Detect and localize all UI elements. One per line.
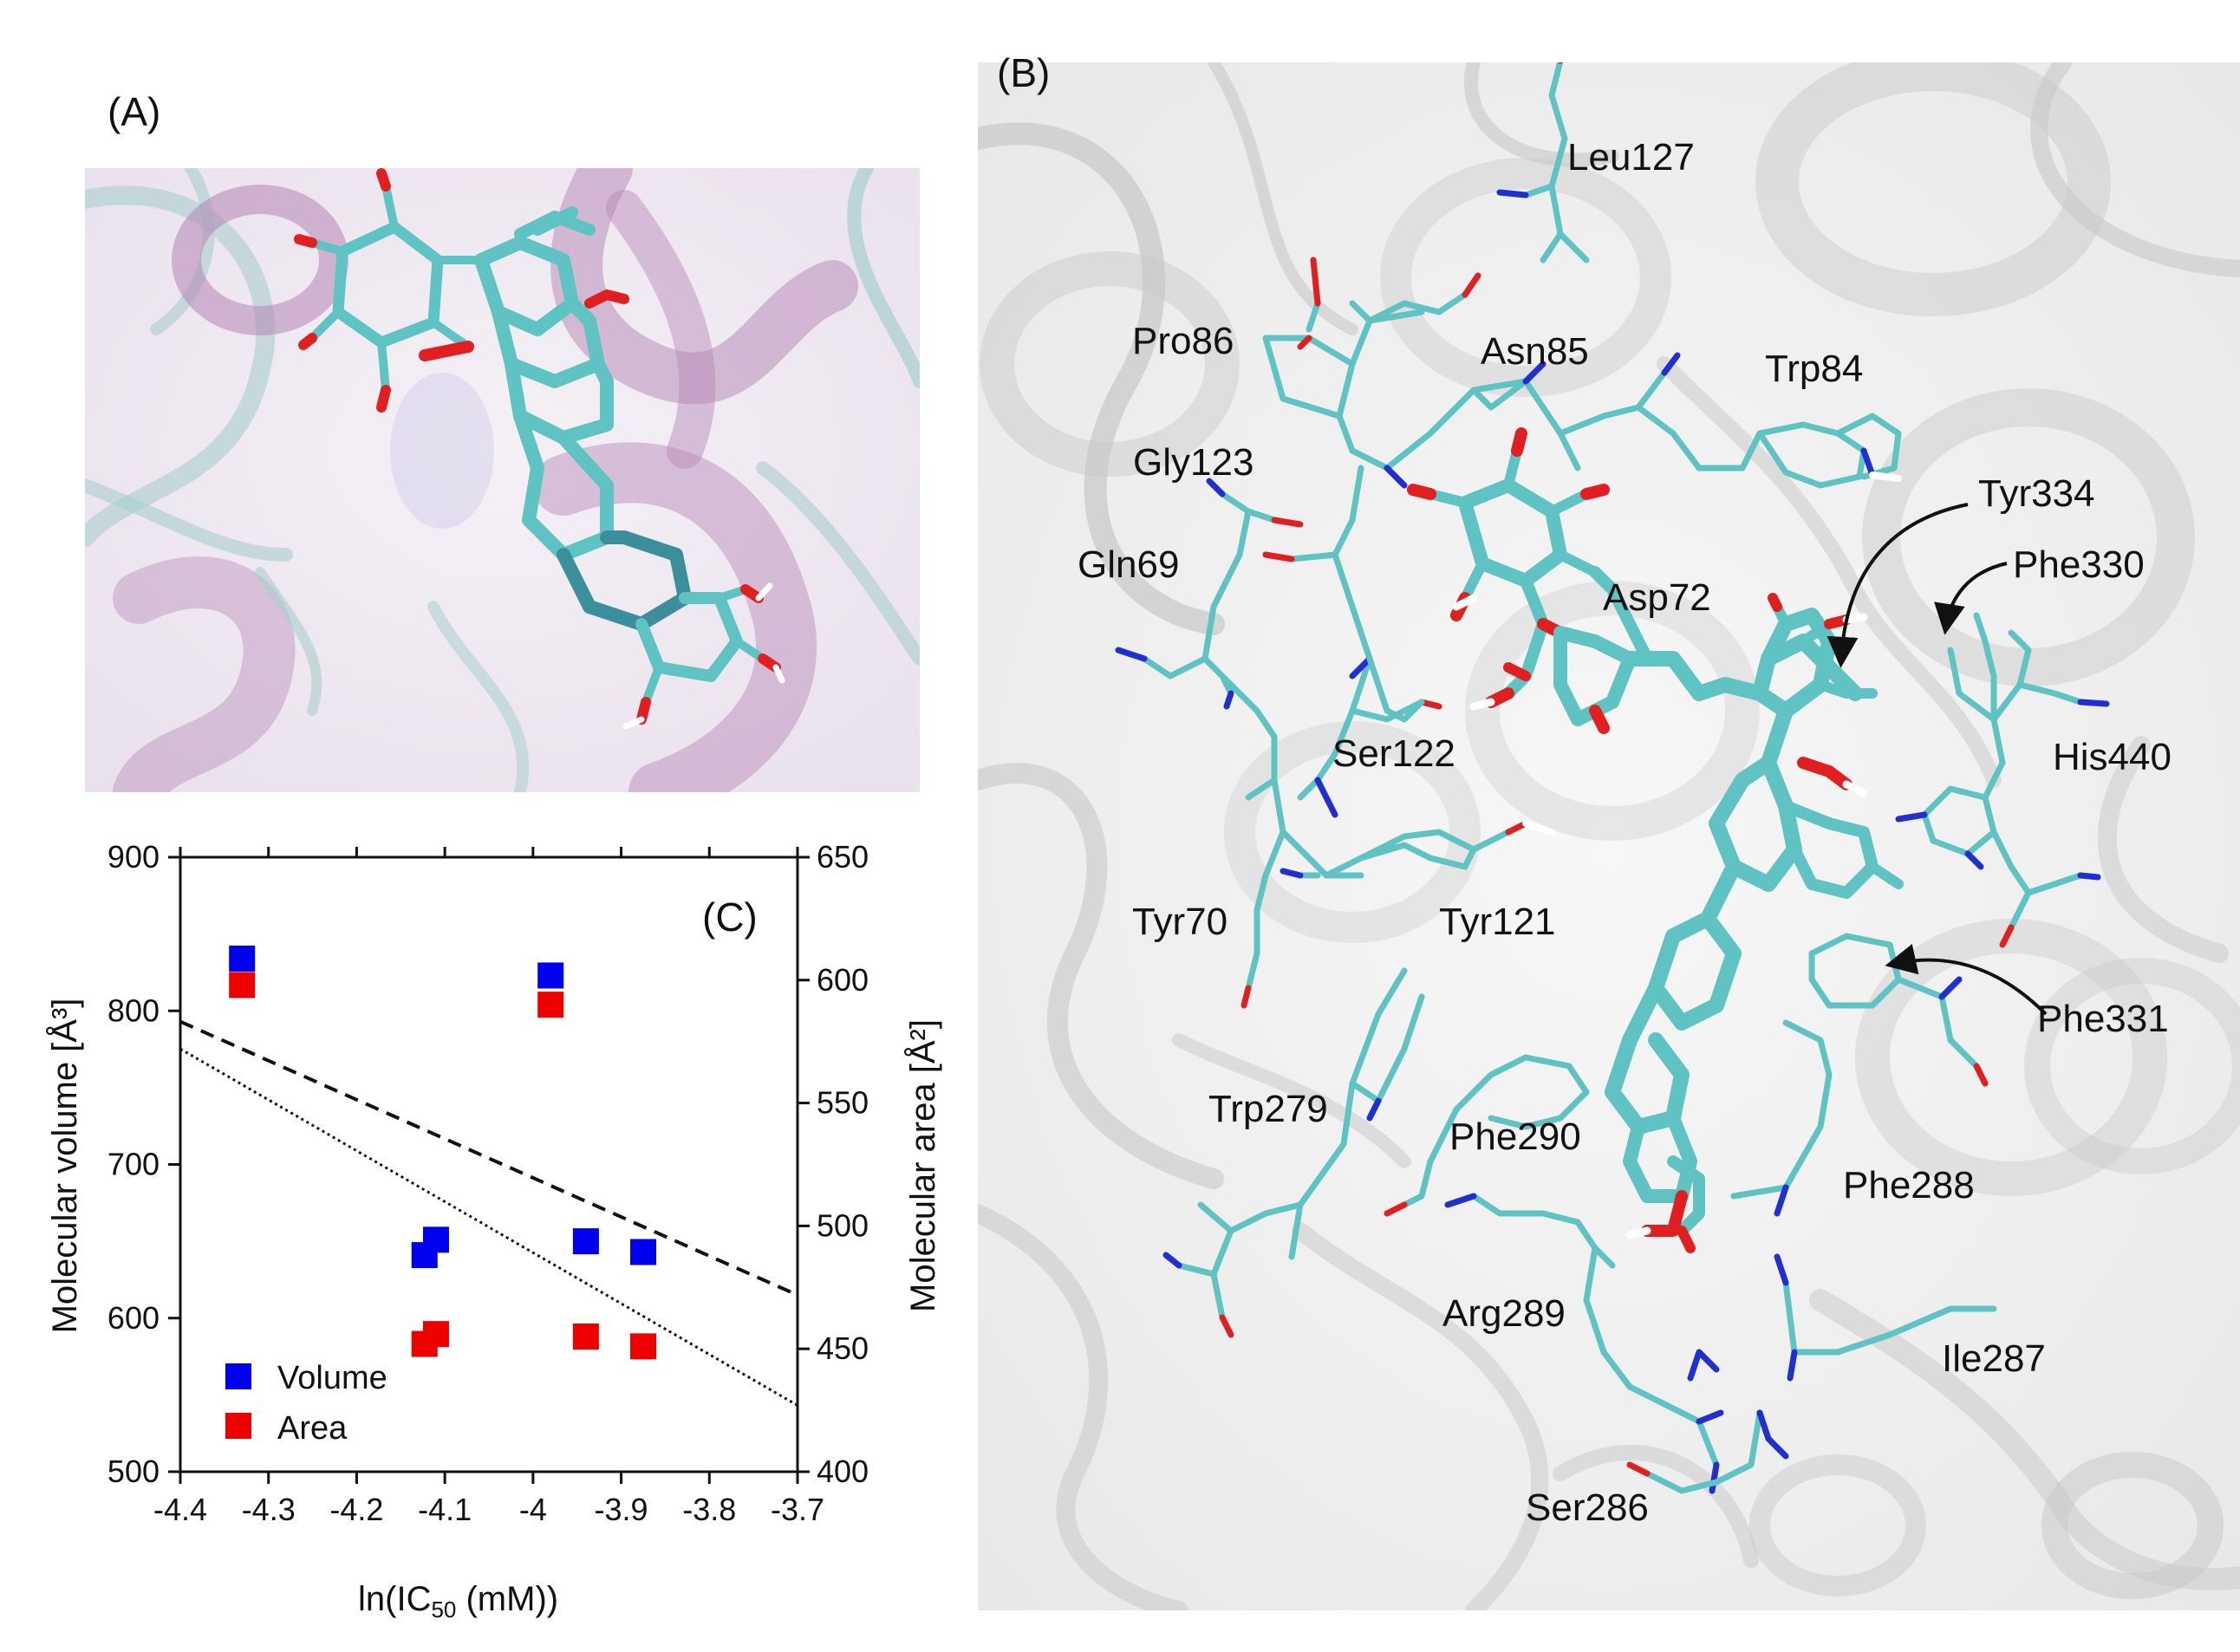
residue-label-gln69: Gln69 bbox=[1078, 543, 1179, 586]
x-axis-title-main: ln(IC bbox=[358, 1580, 431, 1618]
legend-swatch-volume bbox=[225, 1363, 251, 1389]
y-tick-label-left: 900 bbox=[107, 839, 160, 875]
x-axis-title-tail: (mM)) bbox=[456, 1580, 558, 1618]
residue-label-phe330: Phe330 bbox=[2013, 543, 2145, 586]
legend-swatch-area bbox=[225, 1413, 251, 1439]
x-tick-label: -4.1 bbox=[418, 1492, 472, 1527]
panel-b-background bbox=[978, 62, 2240, 1610]
residue-label-asp72: Asp72 bbox=[1603, 576, 1711, 619]
x-axis-title-subscript: 50 bbox=[431, 1597, 456, 1623]
panel-b-residues bbox=[1115, 62, 2110, 1494]
x-tick-label: -4 bbox=[519, 1492, 547, 1527]
residue-label-asn85: Asn85 bbox=[1481, 330, 1589, 373]
data-point-area bbox=[572, 1324, 599, 1350]
data-point-volume bbox=[572, 1228, 599, 1255]
arrow-phe331 bbox=[1885, 944, 2048, 1016]
x-tick-label: -3.9 bbox=[595, 1492, 648, 1527]
panel-b-ribbons bbox=[978, 62, 2240, 1610]
x-tick-label: -3.7 bbox=[771, 1492, 824, 1527]
residue-label-trp279: Trp279 bbox=[1208, 1088, 1328, 1130]
y-tick-label-right: 450 bbox=[817, 1330, 869, 1366]
residue-label-phe331: Phe331 bbox=[2037, 998, 2169, 1040]
trend-line-volume bbox=[179, 1019, 798, 1297]
x-tick-label: -3.8 bbox=[682, 1492, 736, 1527]
chart-marks: -4.4 -4.3 -4.2 -4.1 -4 -3.9 -3.8 -3.7 500 600 700 8… bbox=[107, 839, 869, 1527]
data-point-volume bbox=[229, 945, 256, 972]
x-tick-label: -4.2 bbox=[329, 1492, 383, 1527]
residue-label-gly123: Gly123 bbox=[1133, 441, 1253, 484]
y-tick-label-right: 500 bbox=[817, 1207, 869, 1243]
residue-label-tyr70: Tyr70 bbox=[1132, 901, 1227, 943]
residue-label-ser286: Ser286 bbox=[1526, 1486, 1649, 1529]
data-point-area bbox=[422, 1321, 449, 1348]
y-tick-label-left: 800 bbox=[107, 992, 160, 1028]
x-tick-label: -4.3 bbox=[242, 1492, 296, 1527]
y-axis-title-right: Molecular area [Å²] bbox=[903, 1019, 942, 1312]
panel-b-ligand bbox=[1407, 427, 1904, 1253]
y-tick-label-left: 700 bbox=[107, 1147, 160, 1182]
arrow-tyr334 bbox=[1827, 503, 1969, 668]
arrow-phe330 bbox=[1934, 562, 2008, 635]
panel-a: (A) bbox=[85, 89, 920, 792]
residue-label-ile287: Ile287 bbox=[1942, 1337, 2046, 1380]
residue-label-arg289: Arg289 bbox=[1442, 1292, 1566, 1335]
x-axis-title: ln(IC50 (mM)) bbox=[358, 1580, 558, 1623]
data-point-volume bbox=[422, 1226, 449, 1253]
y-axis-title-left: Molecular volume [Å³] bbox=[45, 998, 84, 1334]
x-tick-label: -4.4 bbox=[153, 1492, 207, 1527]
legend-label-area: Area bbox=[277, 1410, 348, 1447]
legend-label-volume: Volume bbox=[277, 1360, 387, 1396]
panel-c-label: (C) bbox=[702, 894, 758, 940]
residue-label-tyr121: Tyr121 bbox=[1439, 901, 1556, 943]
data-point-area bbox=[229, 972, 256, 998]
residue-label-ser122: Ser122 bbox=[1332, 732, 1455, 775]
panel-a-ribbons bbox=[85, 168, 920, 792]
panel-a-label: (A) bbox=[107, 89, 160, 134]
plot-frame bbox=[179, 855, 799, 1473]
data-point-volume bbox=[630, 1239, 656, 1265]
residue-label-trp84: Trp84 bbox=[1765, 348, 1863, 390]
y-tick-label-right: 400 bbox=[817, 1454, 869, 1489]
trend-line-area bbox=[179, 1047, 798, 1407]
residue-label-phe288: Phe288 bbox=[1843, 1164, 1975, 1206]
data-point-volume bbox=[537, 962, 564, 989]
y-tick-label-right: 650 bbox=[817, 839, 869, 875]
panel-b-labels: (B) Leu127 Pro86 Asn85 Trp84 Gly123 Tyr3… bbox=[997, 50, 2172, 1529]
y-tick-label-right: 550 bbox=[817, 1085, 869, 1121]
residue-label-phe290: Phe290 bbox=[1449, 1115, 1581, 1158]
panel-b-label: (B) bbox=[997, 50, 1050, 95]
panel-a-ligand bbox=[294, 168, 785, 730]
residue-label-leu127: Leu127 bbox=[1567, 136, 1695, 179]
panel-c-chart: -4.4 -4.3 -4.2 -4.1 -4 -3.9 -3.8 -3.7 500 600 700 8… bbox=[45, 839, 942, 1623]
panel-b-arrows bbox=[1827, 503, 2048, 1016]
y-tick-label-right: 600 bbox=[817, 962, 869, 998]
data-point-area bbox=[630, 1333, 656, 1360]
panel-b: (B) Leu127 Pro86 Asn85 Trp84 Gly123 Tyr3… bbox=[978, 50, 2240, 1610]
legend: Volume Area bbox=[225, 1360, 387, 1447]
residue-label-tyr334: Tyr334 bbox=[1978, 472, 2095, 515]
residue-label-pro86: Pro86 bbox=[1132, 320, 1234, 362]
y-tick-label-left: 500 bbox=[107, 1454, 160, 1489]
residue-label-his440: His440 bbox=[2053, 736, 2172, 778]
y-tick-label-left: 600 bbox=[107, 1300, 160, 1336]
data-point-area bbox=[537, 992, 564, 1018]
